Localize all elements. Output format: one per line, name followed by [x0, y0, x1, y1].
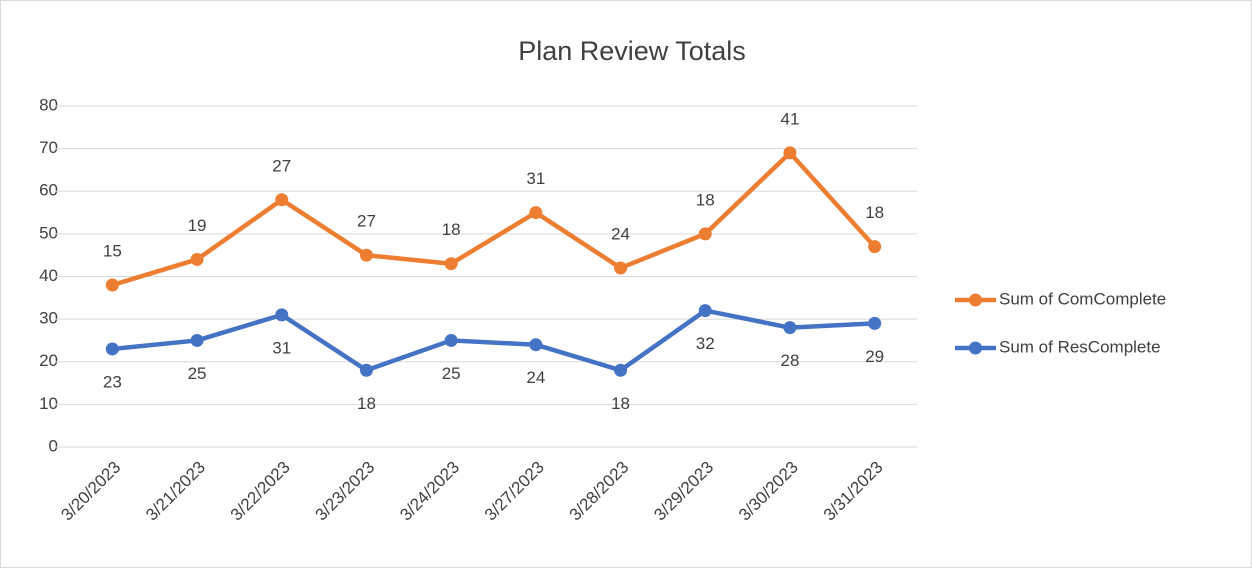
- point: [444, 333, 458, 347]
- data-label: 31: [526, 169, 545, 188]
- point: [698, 304, 712, 318]
- data-label: 18: [696, 190, 715, 209]
- y-tick-label: 20: [39, 351, 58, 370]
- legend-swatch-marker: [969, 341, 982, 355]
- data-label: 41: [780, 109, 799, 128]
- point: [105, 342, 119, 356]
- data-label: 19: [188, 216, 207, 235]
- data-label: 24: [526, 368, 545, 387]
- point: [529, 206, 543, 220]
- y-tick-label: 40: [39, 266, 58, 285]
- point: [359, 248, 373, 262]
- legend-label: Sum of ResComplete: [999, 337, 1161, 356]
- data-label: 18: [865, 203, 884, 222]
- point: [275, 308, 289, 322]
- point: [190, 333, 204, 347]
- legend-label: Sum of ComComplete: [999, 289, 1166, 308]
- data-label: 25: [442, 364, 461, 383]
- point: [529, 338, 543, 352]
- data-label: 24: [611, 224, 630, 243]
- point: [698, 227, 712, 241]
- point: [359, 363, 373, 377]
- y-tick-label: 60: [39, 181, 58, 200]
- data-label: 27: [357, 212, 376, 231]
- series-line: [111, 150, 877, 288]
- data-label: 18: [357, 394, 376, 413]
- data-label: 32: [696, 334, 715, 353]
- y-tick-label: 0: [49, 436, 58, 455]
- point: [190, 252, 204, 266]
- point: [868, 316, 882, 330]
- series-line: [112, 308, 875, 373]
- point: [105, 278, 119, 292]
- data-label: 27: [272, 156, 291, 175]
- data-label: 15: [103, 242, 122, 261]
- point: [783, 321, 797, 335]
- point: [868, 240, 882, 254]
- point: [783, 146, 797, 160]
- data-label: 29: [865, 347, 884, 366]
- point: [614, 261, 628, 275]
- point: [275, 193, 289, 207]
- data-label: 23: [103, 372, 122, 391]
- y-tick-label: 30: [39, 309, 58, 328]
- data-label: 18: [611, 394, 630, 413]
- data-label: 31: [272, 338, 291, 357]
- point: [614, 363, 628, 377]
- data-label: 25: [188, 364, 207, 383]
- y-tick-label: 50: [39, 223, 58, 242]
- point: [444, 257, 458, 271]
- y-tick-label: 10: [39, 394, 58, 413]
- legend-swatch-marker: [969, 293, 982, 307]
- data-label: 28: [780, 351, 799, 370]
- chart-title: Plan Review Totals: [518, 36, 746, 66]
- y-tick-label: 80: [39, 95, 58, 114]
- y-tick-label: 70: [39, 138, 58, 157]
- data-label: 18: [442, 220, 461, 239]
